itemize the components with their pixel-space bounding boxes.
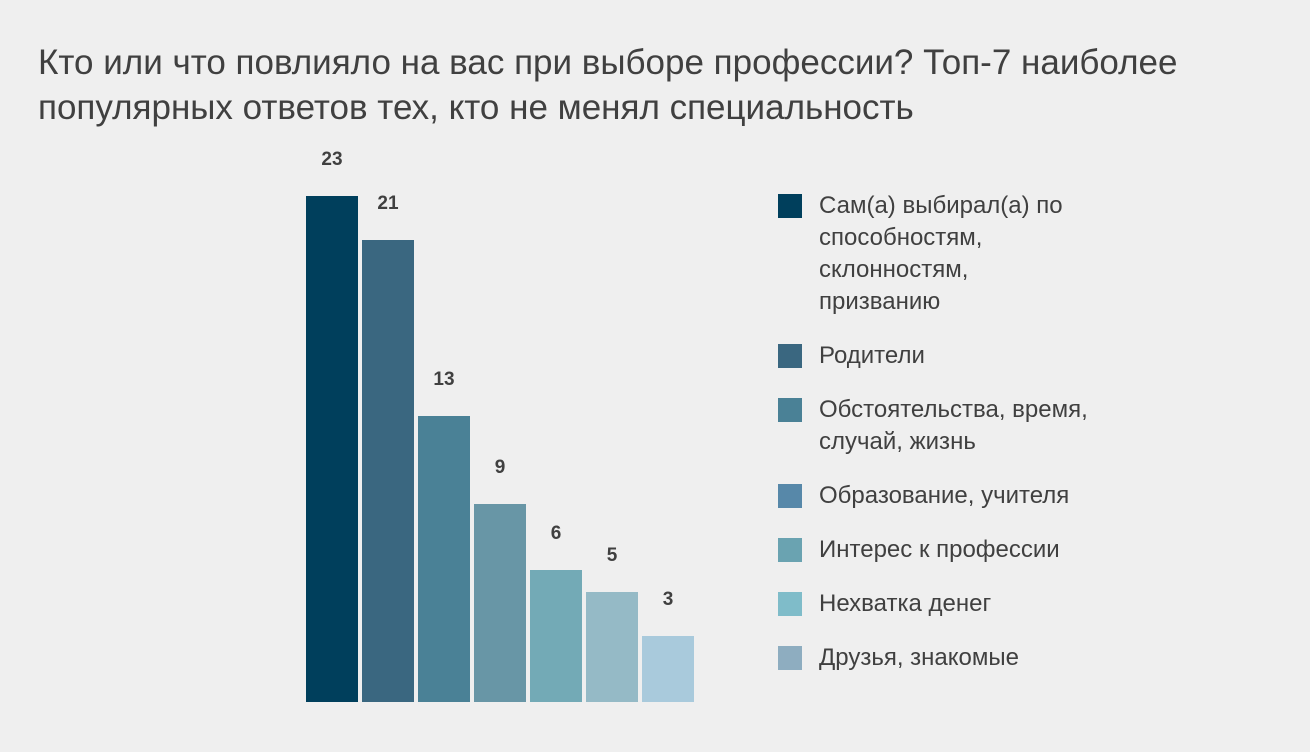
bar-1: [306, 196, 358, 702]
data-label-3: 13: [433, 369, 454, 390]
data-label-2: 21: [377, 193, 399, 214]
legend-item-3: Обстоятельства, время, случай, жизнь: [778, 394, 1158, 458]
legend-label: Образование, учителя: [819, 482, 1070, 509]
legend-swatch: [778, 344, 802, 368]
legend-label: Интерес к профессии: [819, 536, 1060, 563]
legend-label: Родители: [819, 342, 925, 369]
legend: Сам(а) выбирал(а) по способностям, склон…: [778, 190, 1158, 696]
legend-item-5: Интерес к профессии: [778, 534, 1158, 566]
legend-swatch: [778, 484, 802, 508]
legend-swatch: [778, 646, 802, 670]
legend-swatch: [778, 592, 802, 616]
bar-2: [362, 240, 414, 702]
bar-6: [586, 592, 638, 702]
legend-label: Сам(а) выбирал(а) по способностям, склон…: [819, 192, 1063, 315]
legend-swatch: [778, 538, 802, 562]
data-label-1: 23: [321, 149, 342, 170]
legend-label: Обстоятельства, время, случай, жизнь: [819, 396, 1088, 455]
data-label-7: 3: [663, 589, 674, 610]
chart-title: Кто или что повлияло на вас при выборе п…: [38, 43, 1178, 127]
legend-label: Нехватка денег: [819, 590, 992, 617]
bar-3: [418, 416, 470, 702]
bar-4: [474, 504, 526, 702]
legend-label: Друзья, знакомые: [819, 644, 1019, 671]
bar-5: [530, 570, 582, 702]
legend-item-6: Нехватка денег: [778, 588, 1158, 620]
legend-swatch: [778, 194, 802, 218]
legend-swatch: [778, 398, 802, 422]
data-label-4: 9: [495, 457, 506, 478]
data-label-6: 5: [607, 545, 618, 566]
legend-item-1: Сам(а) выбирал(а) по способностям, склон…: [778, 190, 1158, 318]
legend-item-4: Образование, учителя: [778, 480, 1158, 512]
legend-item-2: Родители: [778, 340, 1158, 372]
legend-item-7: Друзья, знакомые: [778, 642, 1158, 674]
bar-7: [642, 636, 694, 702]
data-label-5: 6: [551, 523, 562, 544]
